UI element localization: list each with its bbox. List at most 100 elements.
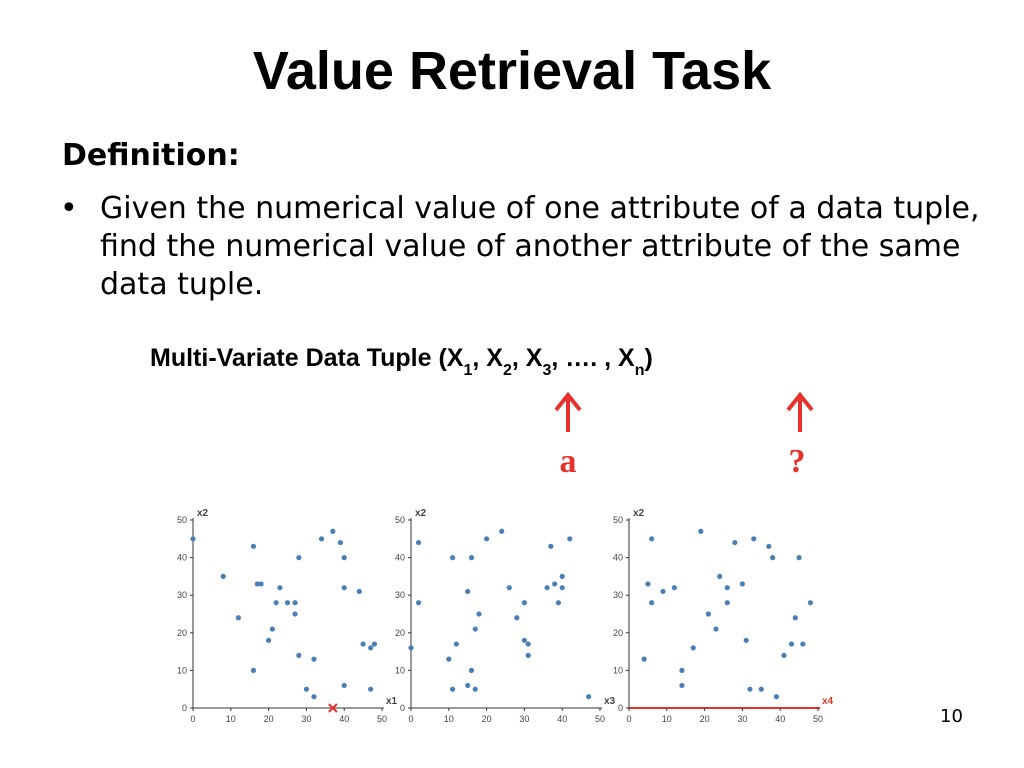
x-tick-label: 50 [813,714,823,724]
x-tick-label: 30 [519,714,529,724]
y-tick-label: 20 [177,628,187,638]
point [705,611,711,617]
point [371,641,378,647]
x-tick-label: 10 [444,714,454,724]
point [468,667,475,674]
point [472,626,478,632]
point [649,536,655,542]
point [484,536,490,542]
point [724,600,730,606]
x-tick-label: 10 [662,714,672,724]
point [341,555,347,561]
x-tick-label: 10 [226,714,236,724]
page-number: 10 [940,706,963,727]
x-tick-label: 30 [737,714,747,724]
arrow-head [554,391,582,412]
y-tick-label: 10 [395,665,405,675]
point [559,585,565,591]
point [330,528,336,534]
point [292,600,298,606]
point [751,536,757,542]
x-axis-label: x1 [386,696,398,707]
arrow-head [786,391,814,412]
point [514,615,520,621]
point [269,626,275,632]
point [465,682,471,689]
subscript: n [635,362,645,379]
x-tick-label: 0 [408,714,413,724]
point [796,555,802,561]
point [311,656,317,662]
point [190,536,196,542]
x-tick-label: 40 [557,714,567,724]
point [698,528,704,534]
y-tick-label: 50 [613,515,623,525]
point [781,652,787,658]
point [337,539,344,546]
slide-title: Value Retrieval Task [252,41,772,101]
point [717,573,723,580]
y-axis-label: x2 [197,508,209,519]
point [773,694,780,700]
point [254,581,260,587]
point [649,600,655,606]
point [368,645,374,651]
point [690,645,696,651]
point [465,588,471,595]
point [679,682,685,689]
y-tick-label: 0 [182,703,187,713]
bullet-dot: • [60,191,78,226]
y-axis-label: x2 [633,508,645,519]
x-tick-label: 50 [595,714,605,724]
point [732,539,738,546]
x-tick-label: 40 [775,714,785,724]
point [296,652,302,658]
point [521,600,528,606]
x-tick-label: 20 [700,714,710,724]
y-tick-label: 40 [613,553,623,563]
point [800,641,806,647]
point [660,588,666,595]
point [311,694,317,700]
point [788,641,795,647]
point [303,686,309,692]
point [548,543,554,549]
point [747,686,753,692]
point [555,600,562,606]
point [645,581,651,587]
point [341,585,347,591]
y-tick-label: 40 [395,553,405,563]
point [679,667,685,674]
x-tick-label: 50 [377,714,387,724]
point [559,573,565,580]
point [724,585,730,591]
tuple-part: , …. , X [551,344,635,372]
point [807,600,814,606]
point [415,600,422,606]
point [552,581,558,587]
y-tick-label: 30 [613,590,623,600]
y-axis-label: x2 [415,508,427,519]
subscript: 1 [463,362,472,379]
point [586,694,592,700]
point [544,585,550,591]
point [468,555,475,561]
point [341,682,347,689]
point [318,536,325,542]
arrow-label: a [560,443,577,480]
point [506,585,512,591]
point [766,543,772,549]
point [408,645,414,651]
marker-x [328,703,338,713]
point [258,581,264,587]
point [472,686,478,692]
arrows [554,391,814,432]
tuple-text: Multi-Variate Data Tuple (X1, X2, X3, ….… [150,344,653,379]
point [713,626,719,632]
point [250,667,257,674]
point [476,611,482,617]
point [671,585,677,591]
x-tick-label: 30 [301,714,311,724]
y-tick-label: 0 [618,703,623,713]
point [284,600,291,606]
